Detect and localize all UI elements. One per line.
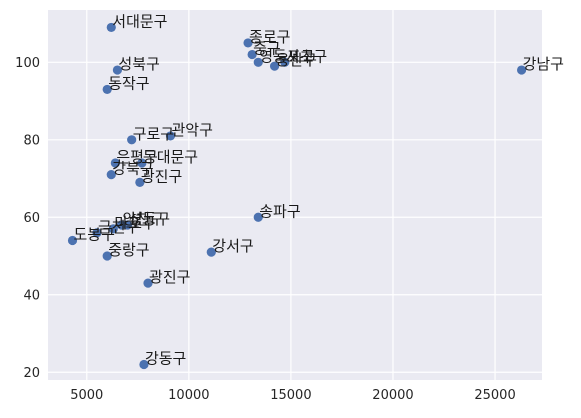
x-tick-label: 25000 bbox=[474, 388, 515, 403]
scatter-point bbox=[143, 278, 153, 288]
point-label: 동작구 bbox=[108, 74, 149, 92]
scatter-point bbox=[116, 220, 127, 230]
scatter-point bbox=[243, 38, 253, 48]
data-points bbox=[67, 22, 527, 370]
y-tick-label: 80 bbox=[23, 133, 40, 148]
x-tick-label: 20000 bbox=[372, 388, 413, 403]
point-label: 동대문구 bbox=[143, 148, 198, 166]
point-label: 강서구 bbox=[212, 237, 253, 255]
scatter-point bbox=[106, 22, 116, 33]
point-label: 은평구 bbox=[116, 148, 157, 166]
point-label: 영등포구 bbox=[259, 47, 314, 65]
scatter-point bbox=[165, 131, 176, 141]
scatter-point bbox=[92, 228, 102, 238]
scatter-point bbox=[102, 251, 112, 261]
scatter-point bbox=[102, 84, 112, 95]
point-label: 중랑구 bbox=[108, 241, 149, 259]
scatter-point bbox=[253, 57, 263, 67]
x-tick-label: 15000 bbox=[270, 388, 311, 403]
scatter-point bbox=[269, 61, 280, 71]
scatter-point bbox=[516, 65, 527, 75]
scatter-point bbox=[247, 49, 257, 60]
point-label: 중구 bbox=[253, 40, 281, 58]
x-tick-label: 5000 bbox=[70, 388, 103, 403]
scatter-point bbox=[106, 170, 116, 180]
point-label: 송파구 bbox=[259, 202, 300, 220]
y-tick-label: 40 bbox=[23, 288, 40, 303]
scatter-point bbox=[139, 359, 149, 370]
point-label: 광진구 bbox=[141, 167, 182, 185]
plot-area bbox=[48, 10, 542, 380]
scatter-point bbox=[137, 158, 147, 168]
point-label: 강북구 bbox=[112, 160, 153, 178]
scatter-point bbox=[206, 247, 216, 257]
scatter-point bbox=[253, 212, 263, 222]
point-label: 강동구 bbox=[145, 350, 186, 368]
point-label: 서대문구 bbox=[112, 12, 167, 30]
point-label: 종로구 bbox=[249, 28, 290, 46]
y-tick-label: 60 bbox=[23, 211, 40, 226]
point-label: 성북구 bbox=[118, 55, 159, 73]
scatter-point bbox=[108, 224, 118, 234]
point-label: 서초구 bbox=[286, 47, 327, 65]
scatter-point bbox=[112, 65, 123, 75]
point-label: 강남구 bbox=[523, 55, 564, 73]
point-label: 양천구 bbox=[122, 210, 163, 228]
tick-labels: 5000 10000 15000 20000 25000 20 40 60 80 100 bbox=[15, 56, 516, 403]
scatter-point bbox=[110, 158, 120, 168]
x-tick-label: 10000 bbox=[168, 388, 209, 403]
point-label: 용산구 bbox=[276, 51, 317, 69]
point-label: 광진구 bbox=[149, 268, 190, 286]
point-label: 도봉구 bbox=[73, 226, 114, 244]
scatter-point bbox=[135, 177, 145, 188]
point-label: 마포구 bbox=[114, 214, 155, 232]
y-tick-label: 20 bbox=[23, 366, 40, 381]
scatter-point bbox=[127, 135, 137, 145]
point-label: 구로구 bbox=[133, 125, 174, 143]
scatter-point bbox=[67, 235, 78, 246]
y-tick-label: 100 bbox=[15, 56, 40, 71]
point-label: 성동구 bbox=[129, 210, 170, 228]
point-label: 관악구 bbox=[171, 121, 212, 139]
scatter-point bbox=[280, 57, 290, 67]
point-label: 금천구 bbox=[98, 218, 139, 236]
